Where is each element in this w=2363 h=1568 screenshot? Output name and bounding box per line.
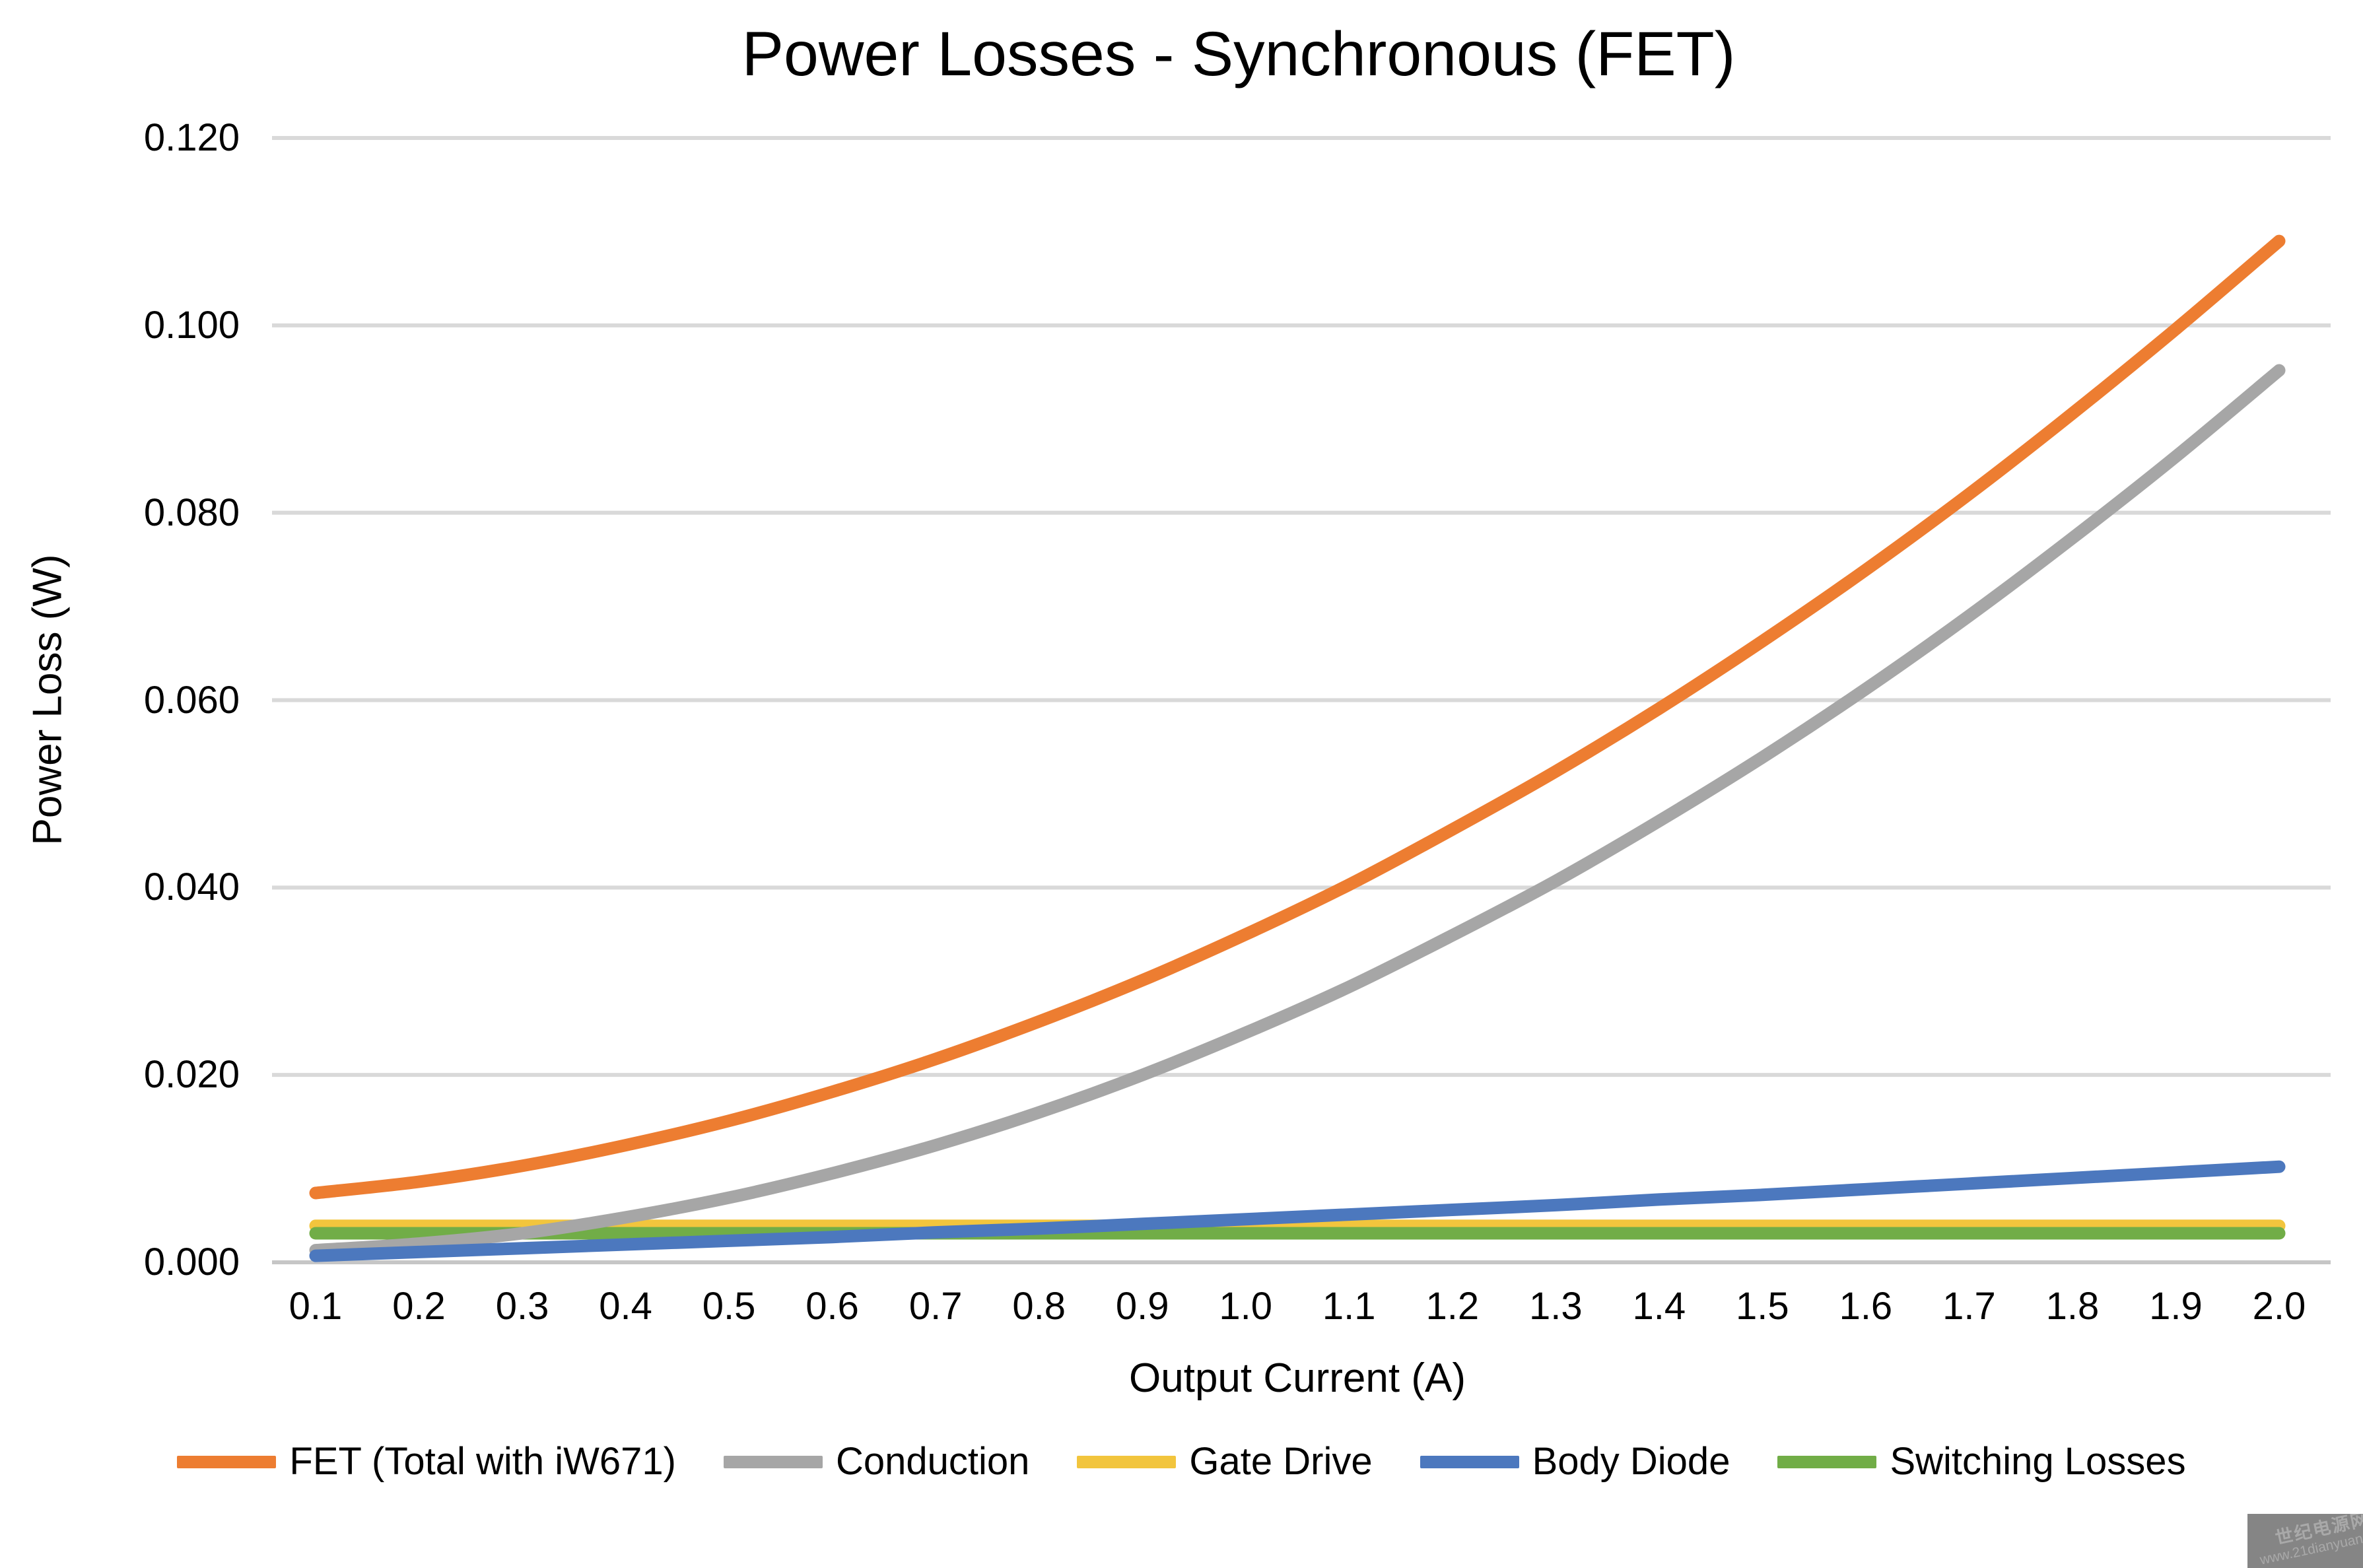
legend-swatch — [1077, 1455, 1177, 1468]
series-line-fet-total-with-iw671 — [309, 234, 2286, 1200]
x-tick-label: 1.2 — [1425, 1285, 1480, 1328]
x-tick-label: 0.6 — [805, 1285, 859, 1328]
legend-label: Body Diode — [1532, 1440, 1730, 1483]
x-tick-label: 0.1 — [289, 1285, 343, 1328]
x-tick-label: 0.8 — [1012, 1285, 1066, 1328]
watermark-text: 世纪电源网 www.21dianyuan.com — [2247, 1514, 2363, 1568]
series-line-body-diode — [309, 1160, 2286, 1262]
x-tick-label: 1.9 — [2149, 1285, 2203, 1328]
x-tick-label: 1.7 — [1942, 1285, 1996, 1328]
legend-item: Body Diode — [1420, 1441, 1730, 1483]
y-tick-label: 0.000 — [143, 1241, 240, 1283]
legend-label: FET (Total with iW671) — [289, 1440, 676, 1483]
x-tick-label: 0.7 — [908, 1285, 963, 1328]
legend-label: Switching Losses — [1890, 1440, 2186, 1483]
x-tick-label: 1.0 — [1219, 1285, 1273, 1328]
x-tick-label: 1.4 — [1632, 1285, 1686, 1328]
legend-swatch — [723, 1455, 823, 1468]
legend: FET (Total with iW671) Conduction Gate Dri… — [0, 1441, 2363, 1483]
chart-title: Power Losses - Synchronous (FET) — [741, 19, 1736, 89]
x-tick-label: 0.5 — [702, 1285, 756, 1328]
x-tick-label: 1.1 — [1322, 1285, 1376, 1328]
x-tick-label: 1.8 — [2045, 1285, 2100, 1328]
legend-swatch — [1420, 1455, 1519, 1468]
x-tick-label: 1.3 — [1528, 1285, 1583, 1328]
legend-label: Conduction — [835, 1440, 1030, 1483]
x-tick-label: 0.9 — [1115, 1285, 1169, 1328]
legend-swatch — [1777, 1455, 1877, 1468]
x-tick-label: 0.4 — [599, 1285, 652, 1328]
legend-item: FET (Total with iW671) — [177, 1441, 676, 1483]
x-tick-label: 0.2 — [392, 1285, 446, 1328]
watermark: 世纪电源网 www.21dianyuan.com — [2247, 1514, 2363, 1568]
y-tick-label: 0.080 — [143, 491, 240, 534]
y-tick-label: 0.120 — [143, 116, 240, 159]
y-tick-label: 0.060 — [143, 678, 240, 722]
x-tick-label: 1.6 — [1839, 1285, 1893, 1328]
y-tick-label: 0.100 — [143, 303, 240, 347]
legend-item: Conduction — [723, 1440, 1030, 1483]
legend-label: Gate Drive — [1189, 1440, 1373, 1483]
x-tick-label: 0.3 — [495, 1285, 549, 1328]
y-tick-label: 0.020 — [143, 1053, 240, 1097]
x-axis-title: Output Current (A) — [1129, 1355, 1466, 1401]
legend-item: Gate Drive — [1077, 1440, 1373, 1483]
x-tick-label: 1.5 — [1736, 1285, 1789, 1328]
series-line-conduction — [309, 364, 2286, 1257]
legend-item: Switching Losses — [1777, 1440, 2186, 1483]
x-tick-label: 2.0 — [2252, 1285, 2306, 1328]
y-tick-label: 0.040 — [143, 866, 240, 909]
legend-swatch — [177, 1455, 277, 1468]
